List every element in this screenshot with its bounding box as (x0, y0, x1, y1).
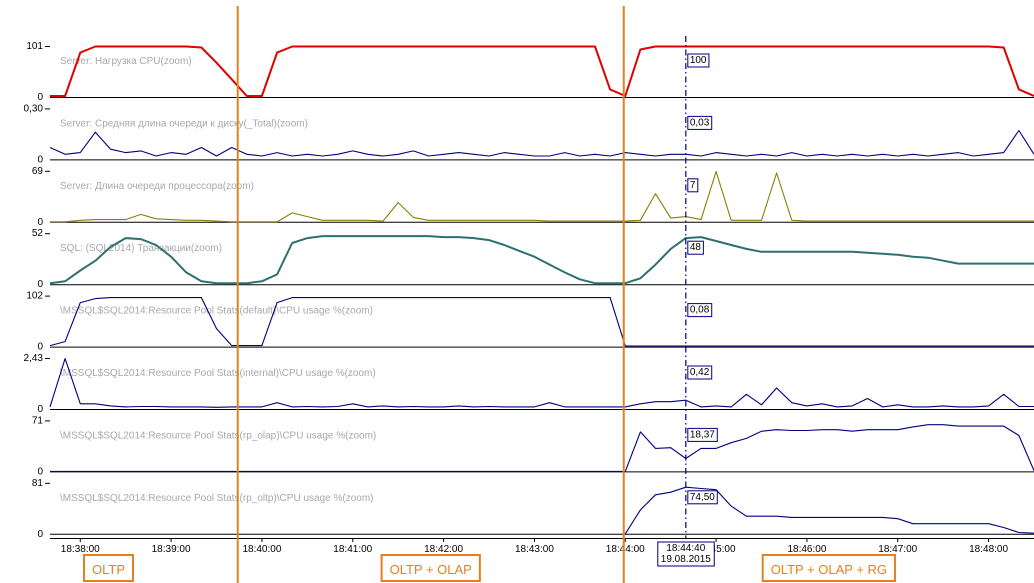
panel-title: Server: Нагрузка CPU(zoom) (60, 56, 192, 67)
cursor-value-box (687, 178, 699, 193)
y-max-label: 52 (32, 228, 44, 239)
cursor-value-box (687, 115, 713, 130)
y-max-label: 81 (32, 478, 44, 489)
cursor-value-box (687, 53, 710, 68)
phase-label: OLTP + OLAP + RG (771, 562, 887, 577)
y-min-label: 0 (37, 404, 43, 415)
x-tick-label: 18:41:00 (333, 544, 372, 555)
cursor-value-box (687, 490, 718, 505)
phase-label-box (83, 554, 134, 582)
phase-markers: OLTP OLTP + OLAP OLTP + OLAP + RG (83, 6, 897, 583)
series-line (50, 45, 1034, 97)
x-tick-label: 18:46:00 (787, 544, 826, 555)
panel-8: 81 0 \MSSQL$SQL2014:Resource Pool Stats(rp… (32, 478, 1034, 540)
x-tick-label: 18:42:00 (424, 544, 463, 555)
y-min-label: 0 (37, 92, 43, 103)
y-min-label: 0 (37, 466, 43, 477)
panel-title: \MSSQL$SQL2014:Resource Pool Stats(rp_ol… (60, 493, 373, 504)
y-min-label: 0 (37, 154, 43, 165)
panel-3: 69 0 Server: Длина очереди процессора(zoom… (32, 166, 1034, 228)
panel-title: Server: Длина очереди процессора(zoom) (60, 181, 254, 192)
panel-title: Server: Средняя длина очереди к диску(_T… (60, 118, 308, 129)
panel-title: SQL: (SQL2014) Транзакции(zoom) (60, 243, 222, 254)
cursor-value-box (687, 240, 704, 255)
y-max-label: 101 (26, 41, 43, 52)
y-max-label: 69 (32, 166, 44, 177)
y-max-label: 102 (26, 291, 43, 302)
panel-6: 2,43 0 \MSSQL$SQL2014:Resource Pool Stats(… (24, 353, 1034, 415)
y-max-label: 2,43 (24, 353, 44, 364)
cursor-value-label: 48 (690, 242, 702, 253)
y-min-label: 0 (37, 342, 43, 353)
phase-label: OLTP + OLAP (390, 562, 472, 577)
y-min-label: 0 (37, 529, 43, 540)
cursor-layer: 100 0,03 7 48 0,08 0,42 18,37 74,50 18:44:4019.0… (657, 36, 718, 567)
phase-label: OLTP (92, 562, 125, 577)
cursor-value-label: 0,08 (690, 305, 710, 316)
panel-4: 52 0 SQL: (SQL2014) Транзакции(zoom) (32, 228, 1034, 290)
panel-title: \MSSQL$SQL2014:Resource Pool Stats(defau… (60, 306, 373, 317)
series-line (50, 424, 1034, 472)
y-max-label: 71 (32, 415, 44, 426)
cursor-value-box (687, 303, 713, 318)
series-line (49, 358, 1034, 408)
phase-label-box (380, 554, 481, 582)
panel-title: \MSSQL$SQL2014:Resource Pool Stats(rp_ol… (60, 430, 376, 441)
panel-1: 101 0 Server: Нагрузка CPU(zoom) (26, 41, 1034, 103)
series-line (49, 129, 1034, 157)
cursor-value-box (687, 365, 713, 380)
y-min-label: 0 (37, 279, 43, 290)
cursor-time-box (657, 541, 715, 567)
panel-title: \MSSQL$SQL2014:Resource Pool Stats(inter… (60, 368, 376, 379)
time-axis: 18:38:00 18:39:00 18:40:00 18:41:00 18:42:00… (50, 538, 1034, 555)
cursor-value-label: 0,03 (690, 117, 710, 128)
x-tick-label: 18:48:00 (969, 544, 1008, 555)
cursor-date: 19.08.2015 (661, 554, 711, 565)
series-line (50, 170, 1034, 223)
x-tick-label: 18:43:00 (515, 544, 554, 555)
x-tick-label: 18:45:00 (697, 544, 736, 555)
x-tick-label: 18:40:00 (242, 544, 281, 555)
cursor-value-box (687, 427, 718, 442)
x-tick-label: 18:44:00 (606, 544, 645, 555)
x-tick-label: 18:38:00 (61, 544, 100, 555)
cursor-value-label: 0,42 (690, 367, 710, 378)
series-line (49, 235, 1034, 285)
cursor-value-label: 18,37 (690, 429, 715, 440)
panel-7: 71 0 \MSSQL$SQL2014:Resource Pool Stats(rp… (32, 415, 1034, 477)
cursor-value-label: 74,50 (690, 492, 715, 503)
series-line (624, 486, 1034, 535)
panel-2: 0,30 0 Server: Средняя длина очереди к дис… (24, 103, 1034, 165)
y-min-label: 0 (37, 217, 43, 228)
cursor-value-label: 100 (690, 55, 707, 66)
x-tick-label: 18:39:00 (152, 544, 191, 555)
y-max-label: 0,30 (24, 103, 44, 114)
series-line (49, 297, 1034, 347)
cursor-time: 18:44:40 (666, 543, 705, 554)
cursor-value-label: 7 (690, 180, 696, 191)
phase-label-box (761, 554, 897, 582)
panel-5: 102 0 \MSSQL$SQL2014:Resource Pool Stats(d… (26, 291, 1034, 353)
x-tick-label: 18:47:00 (878, 544, 917, 555)
